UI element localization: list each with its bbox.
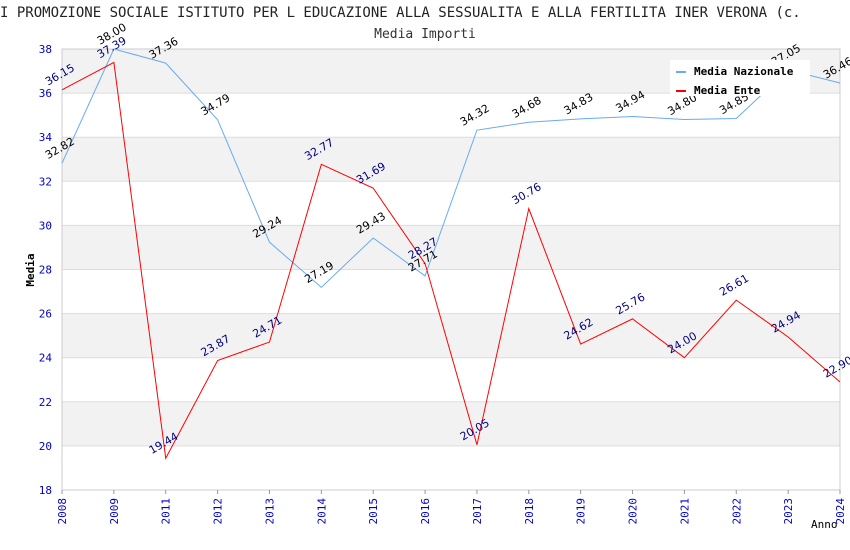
chart-title: I PROMOZIONE SOCIALE ISTITUTO PER L EDUC… xyxy=(0,5,801,21)
x-tick-label: 2023 xyxy=(782,498,795,525)
x-tick-label: 2016 xyxy=(419,498,432,525)
chart-subtitle: Media Importi xyxy=(374,27,476,42)
x-tick-label: 2021 xyxy=(678,498,691,525)
x-tick-label: 2015 xyxy=(367,498,380,525)
y-tick-label: 28 xyxy=(39,264,52,277)
x-tick-label: 2018 xyxy=(523,498,536,525)
x-tick-label: 2013 xyxy=(263,498,276,525)
x-tick-label: 2024 xyxy=(834,498,847,525)
y-tick-label: 24 xyxy=(39,352,53,365)
y-tick-label: 30 xyxy=(39,219,52,232)
y-tick-label: 18 xyxy=(39,484,52,497)
x-tick-label: 2012 xyxy=(212,498,225,525)
y-tick-label: 26 xyxy=(39,308,52,321)
legend xyxy=(670,60,810,96)
x-tick-label: 2019 xyxy=(575,498,588,525)
legend-label: Media Nazionale xyxy=(694,65,794,78)
grid-band xyxy=(62,313,840,358)
grid-band xyxy=(62,225,840,270)
y-tick-label: 34 xyxy=(39,131,53,144)
y-tick-label: 20 xyxy=(39,440,52,453)
grid-band xyxy=(62,93,840,138)
grid-band xyxy=(62,445,840,490)
y-tick-label: 38 xyxy=(39,43,52,56)
series-line-0 xyxy=(61,48,841,289)
x-tick-label: 2017 xyxy=(471,498,484,525)
y-tick-label: 32 xyxy=(39,175,52,188)
grid-band xyxy=(62,357,840,402)
x-tick-label: 2009 xyxy=(108,498,121,525)
legend-label: Media Ente xyxy=(694,84,761,97)
x-tick-label: 2014 xyxy=(315,498,328,525)
y-tick-label: 36 xyxy=(39,87,52,100)
x-tick-label: 2011 xyxy=(160,498,173,525)
grid-band xyxy=(62,269,840,314)
x-tick-label: 2022 xyxy=(730,498,743,525)
y-tick-label: 22 xyxy=(39,396,52,409)
grid-band xyxy=(62,137,840,182)
x-tick-label: 2008 xyxy=(56,498,69,525)
plot-border xyxy=(61,48,841,491)
series-line-1 xyxy=(61,61,841,460)
y-axis-label: Media xyxy=(24,253,37,286)
x-tick-label: 2020 xyxy=(627,498,640,525)
x-axis-label: Anno xyxy=(811,518,838,531)
